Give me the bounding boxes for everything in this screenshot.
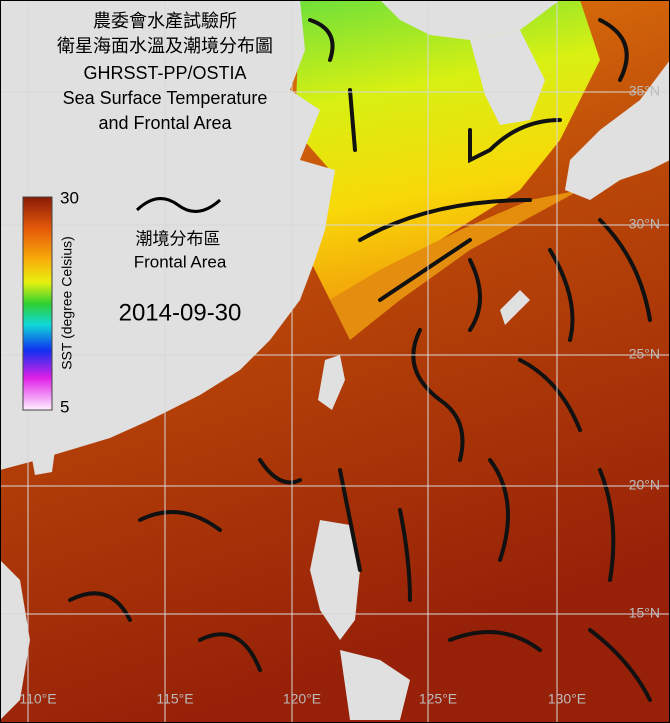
front [308, 18, 335, 62]
japan [565, 60, 670, 200]
legend-symbol [135, 197, 222, 213]
legend-label: 潮境分布區 [136, 229, 221, 248]
philippines [340, 650, 410, 720]
title-line: GHRSST-PP/OSTIA [83, 63, 246, 83]
indochina [0, 560, 30, 720]
warm-gradient [330, 190, 580, 340]
lon-label: 125°E [419, 691, 457, 707]
luzon [310, 520, 360, 640]
front [598, 218, 652, 322]
title-line: 農委會水產試驗所 [93, 11, 237, 31]
legend-label: Frontal Area [134, 252, 227, 271]
front [138, 510, 222, 532]
lat-label: 15°N [629, 605, 660, 621]
colorbar-min: 5 [60, 397, 69, 416]
lat-label: 20°N [629, 477, 660, 493]
lat-label: 25°N [629, 346, 660, 362]
front [548, 248, 575, 342]
lon-label: 130°E [548, 691, 586, 707]
north-land [380, 0, 560, 40]
taiwan [318, 355, 345, 410]
front [258, 458, 302, 485]
fronts [68, 18, 652, 702]
title-line: and Frontal Area [98, 113, 232, 133]
front [488, 458, 510, 562]
front [468, 258, 482, 332]
ryukyu [500, 290, 530, 325]
front [468, 118, 562, 164]
colorbar-max: 30 [60, 188, 79, 207]
date: 2014-09-30 [119, 299, 242, 326]
front [378, 238, 472, 302]
title-line: 衛星海面水溫及潮境分布圖 [57, 36, 273, 56]
front [598, 468, 616, 582]
korea [470, 30, 545, 125]
lat-label: 35°N [629, 83, 660, 99]
front [358, 198, 532, 242]
lon-label: 115°E [156, 691, 193, 707]
front [588, 628, 652, 702]
china-land [0, 0, 335, 470]
hainan [30, 448, 55, 475]
front [518, 358, 582, 432]
colorbar [22, 196, 53, 411]
lon-label: 120°E [283, 691, 321, 707]
title-line: Sea Surface Temperature [63, 88, 268, 108]
front [598, 18, 629, 82]
front [68, 591, 132, 622]
title-block: 農委會水產試驗所 衛星海面水溫及潮境分布圖 GHRSST-PP/OSTIA Se… [57, 11, 273, 133]
front [448, 630, 542, 652]
front [338, 468, 362, 572]
front [198, 632, 262, 672]
front [411, 328, 465, 462]
front [348, 88, 357, 152]
colorbar-label: SST (degree Celsius) [59, 236, 75, 370]
front [398, 508, 412, 602]
lat-label: 30°N [629, 216, 660, 232]
lon-label: 110°E [19, 691, 56, 707]
